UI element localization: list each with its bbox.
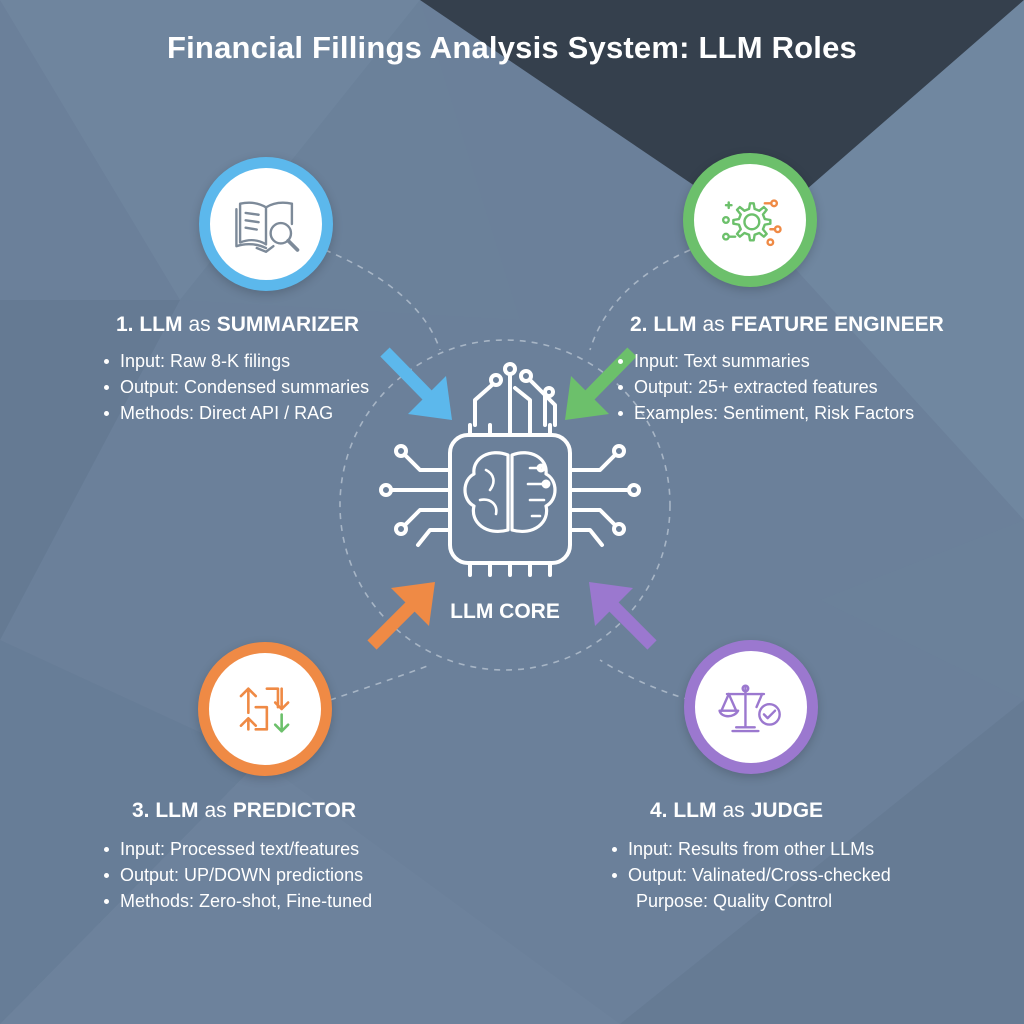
judge-bullet: Purpose: Quality Control [636,891,833,911]
scale-check-icon [718,684,781,733]
book-magnifier-icon [235,201,300,253]
feature-engineer-number: 2. LLM [630,313,697,336]
judge-icon-circle [684,640,818,774]
predictor-bullet: Output: UP/DOWN predictions [104,862,372,888]
predictor-name: PREDICTOR [232,799,356,822]
predictor-as: as [204,799,227,822]
summarizer-bullet: Output: Condensed summaries [104,374,369,400]
gear-nodes-icon [721,199,782,247]
feature-engineer-bullet: Output: 25+ extracted features [618,374,914,400]
summarizer-name: SUMMARIZER [216,313,360,336]
summarizer-heading: 1. LLM as SUMMARIZER [116,313,359,337]
judge-name: JUDGE [750,799,824,822]
judge-heading: 4. LLM as JUDGE [650,799,823,823]
judge-as: as [722,799,745,822]
summarizer-number: 1. LLM [116,313,183,336]
judge-bullets: Input: Results from other LLMs Output: V… [612,836,891,914]
feature-engineer-bullets: Input: Text summaries Output: 25+ extrac… [618,348,914,426]
feature-engineer-icon-circle [683,153,817,287]
predictor-icon-circle [198,642,332,776]
core-label: LLM CORE [450,600,560,623]
summarizer-as: as [188,313,211,336]
summarizer-bullet: Input: Raw 8-K filings [104,348,369,374]
page-title: Financial Fillings Analysis System: LLM … [166,30,858,65]
summarizer-bullets: Input: Raw 8-K filings Output: Condensed… [104,348,369,426]
up-down-arrows-icon [239,687,290,733]
feature-engineer-as: as [702,313,725,336]
predictor-bullets: Input: Processed text/features Output: U… [104,836,372,914]
predictor-number: 3. LLM [132,799,199,822]
feature-engineer-bullet: Examples: Sentiment, Risk Factors [618,400,914,426]
judge-bullet: Input: Results from other LLMs [612,836,891,862]
feature-engineer-bullet: Input: Text summaries [618,348,914,374]
judge-bullet: Output: Valinated/Cross-checked [612,862,891,888]
predictor-bullet: Input: Processed text/features [104,836,372,862]
feature-engineer-heading: 2. LLM as FEATURE ENGINEER [630,313,944,337]
summarizer-icon-circle [199,157,333,291]
predictor-heading: 3. LLM as PREDICTOR [132,799,356,823]
judge-number: 4. LLM [650,799,717,822]
feature-engineer-name: FEATURE ENGINEER [730,313,944,336]
predictor-bullet: Methods: Zero-shot, Fine-tuned [104,888,372,914]
summarizer-bullet: Methods: Direct API / RAG [104,400,369,426]
